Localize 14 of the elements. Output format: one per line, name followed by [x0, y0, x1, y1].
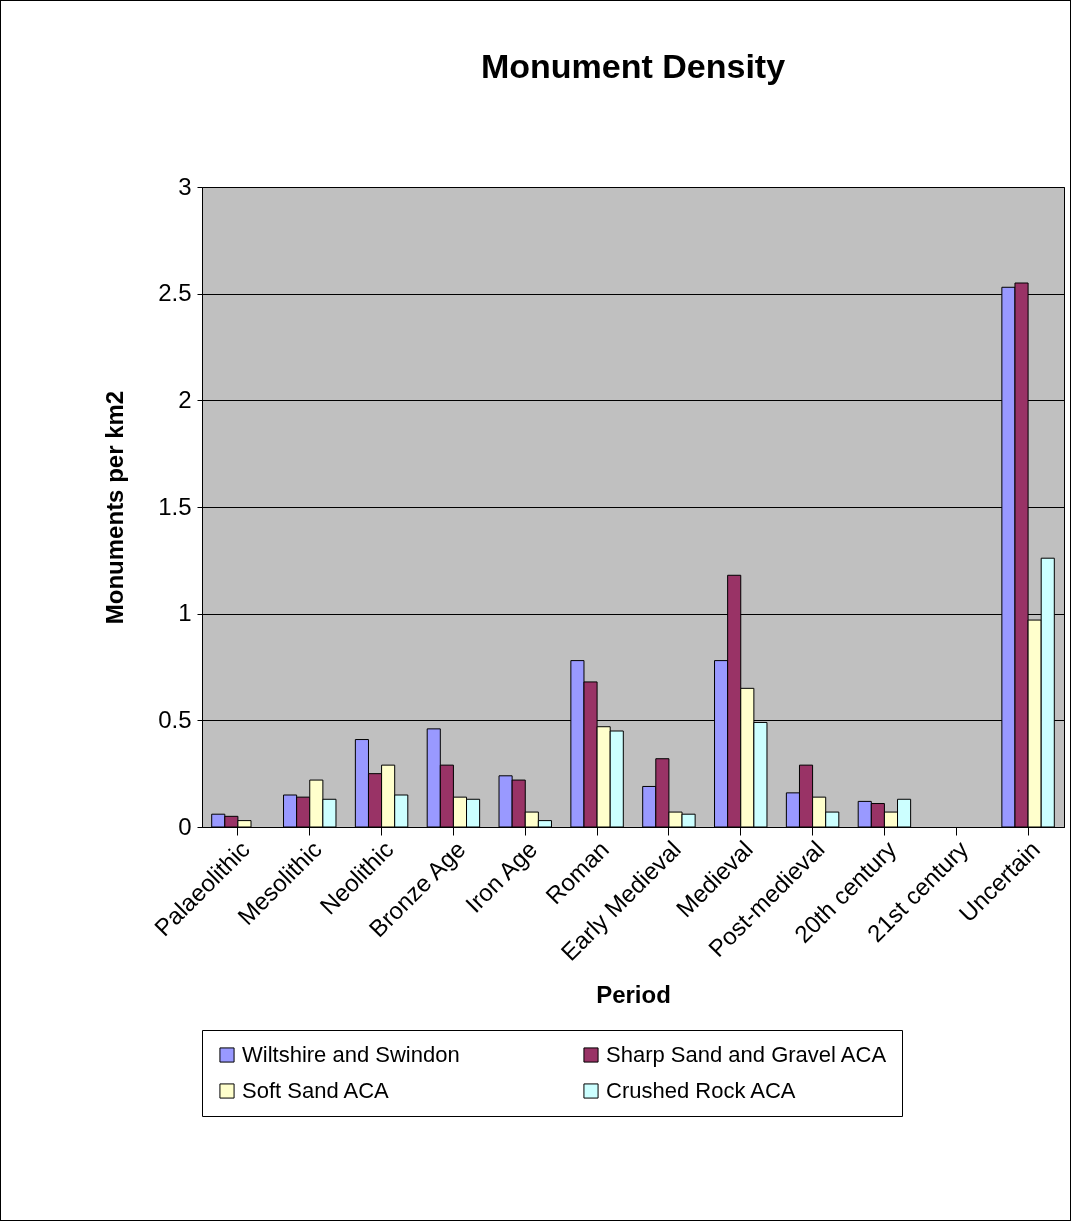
- legend-label: Soft Sand ACA: [242, 1078, 390, 1103]
- y-tick-label: 3: [178, 172, 192, 200]
- x-axis-title: Period: [596, 980, 671, 1008]
- y-tick-label: 0: [178, 812, 192, 840]
- y-tick-label: 0.5: [158, 705, 192, 733]
- y-tick-label: 2.5: [158, 279, 192, 307]
- y-tick-label: 1.5: [158, 492, 192, 520]
- y-tick-label: 1: [178, 599, 192, 627]
- y-axis-title: Monuments per km2: [101, 390, 129, 625]
- y-tick-label: 2: [178, 385, 192, 413]
- chart-title: Monument Density: [480, 47, 786, 85]
- legend-label: Wiltshire and Swindon: [242, 1042, 460, 1067]
- legend-label: Crushed Rock ACA: [606, 1078, 796, 1103]
- legend-label: Sharp Sand and Gravel ACA: [606, 1042, 887, 1067]
